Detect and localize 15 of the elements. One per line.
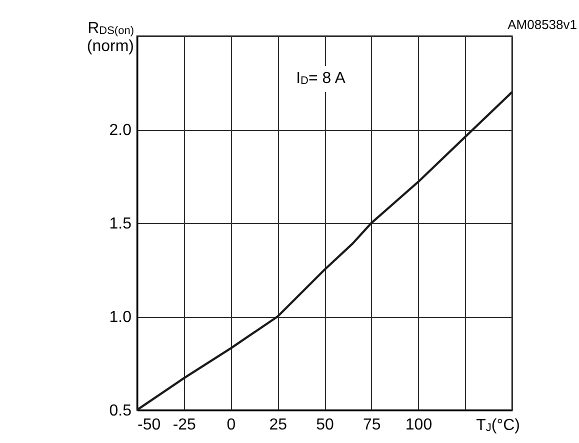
y-tick-label: 2.0 (109, 122, 132, 139)
x-tick-label: 25 (269, 416, 288, 434)
x-tick-label: 0 (226, 416, 236, 434)
x-axis-title: T$_{J}$(°C) (476, 417, 520, 436)
y-axis-title: R$_{DS(on)}$ (norm) (86, 20, 134, 57)
x-tick-label: 100 (405, 416, 432, 434)
y-tick-label: 1.5 (109, 216, 132, 232)
y-tick-label: 0.5 (109, 402, 132, 420)
annotation: I$_{D}$= 8 A (294, 66, 348, 92)
x-tick-label: 50 (316, 416, 334, 434)
x-tick-label: -25 (172, 416, 196, 434)
x-tick-label: 75 (362, 416, 381, 434)
text: AM08538v1 (508, 17, 577, 33)
y-tick-label: 1.0 (109, 309, 132, 326)
x-tick-label: -50 (138, 416, 161, 434)
